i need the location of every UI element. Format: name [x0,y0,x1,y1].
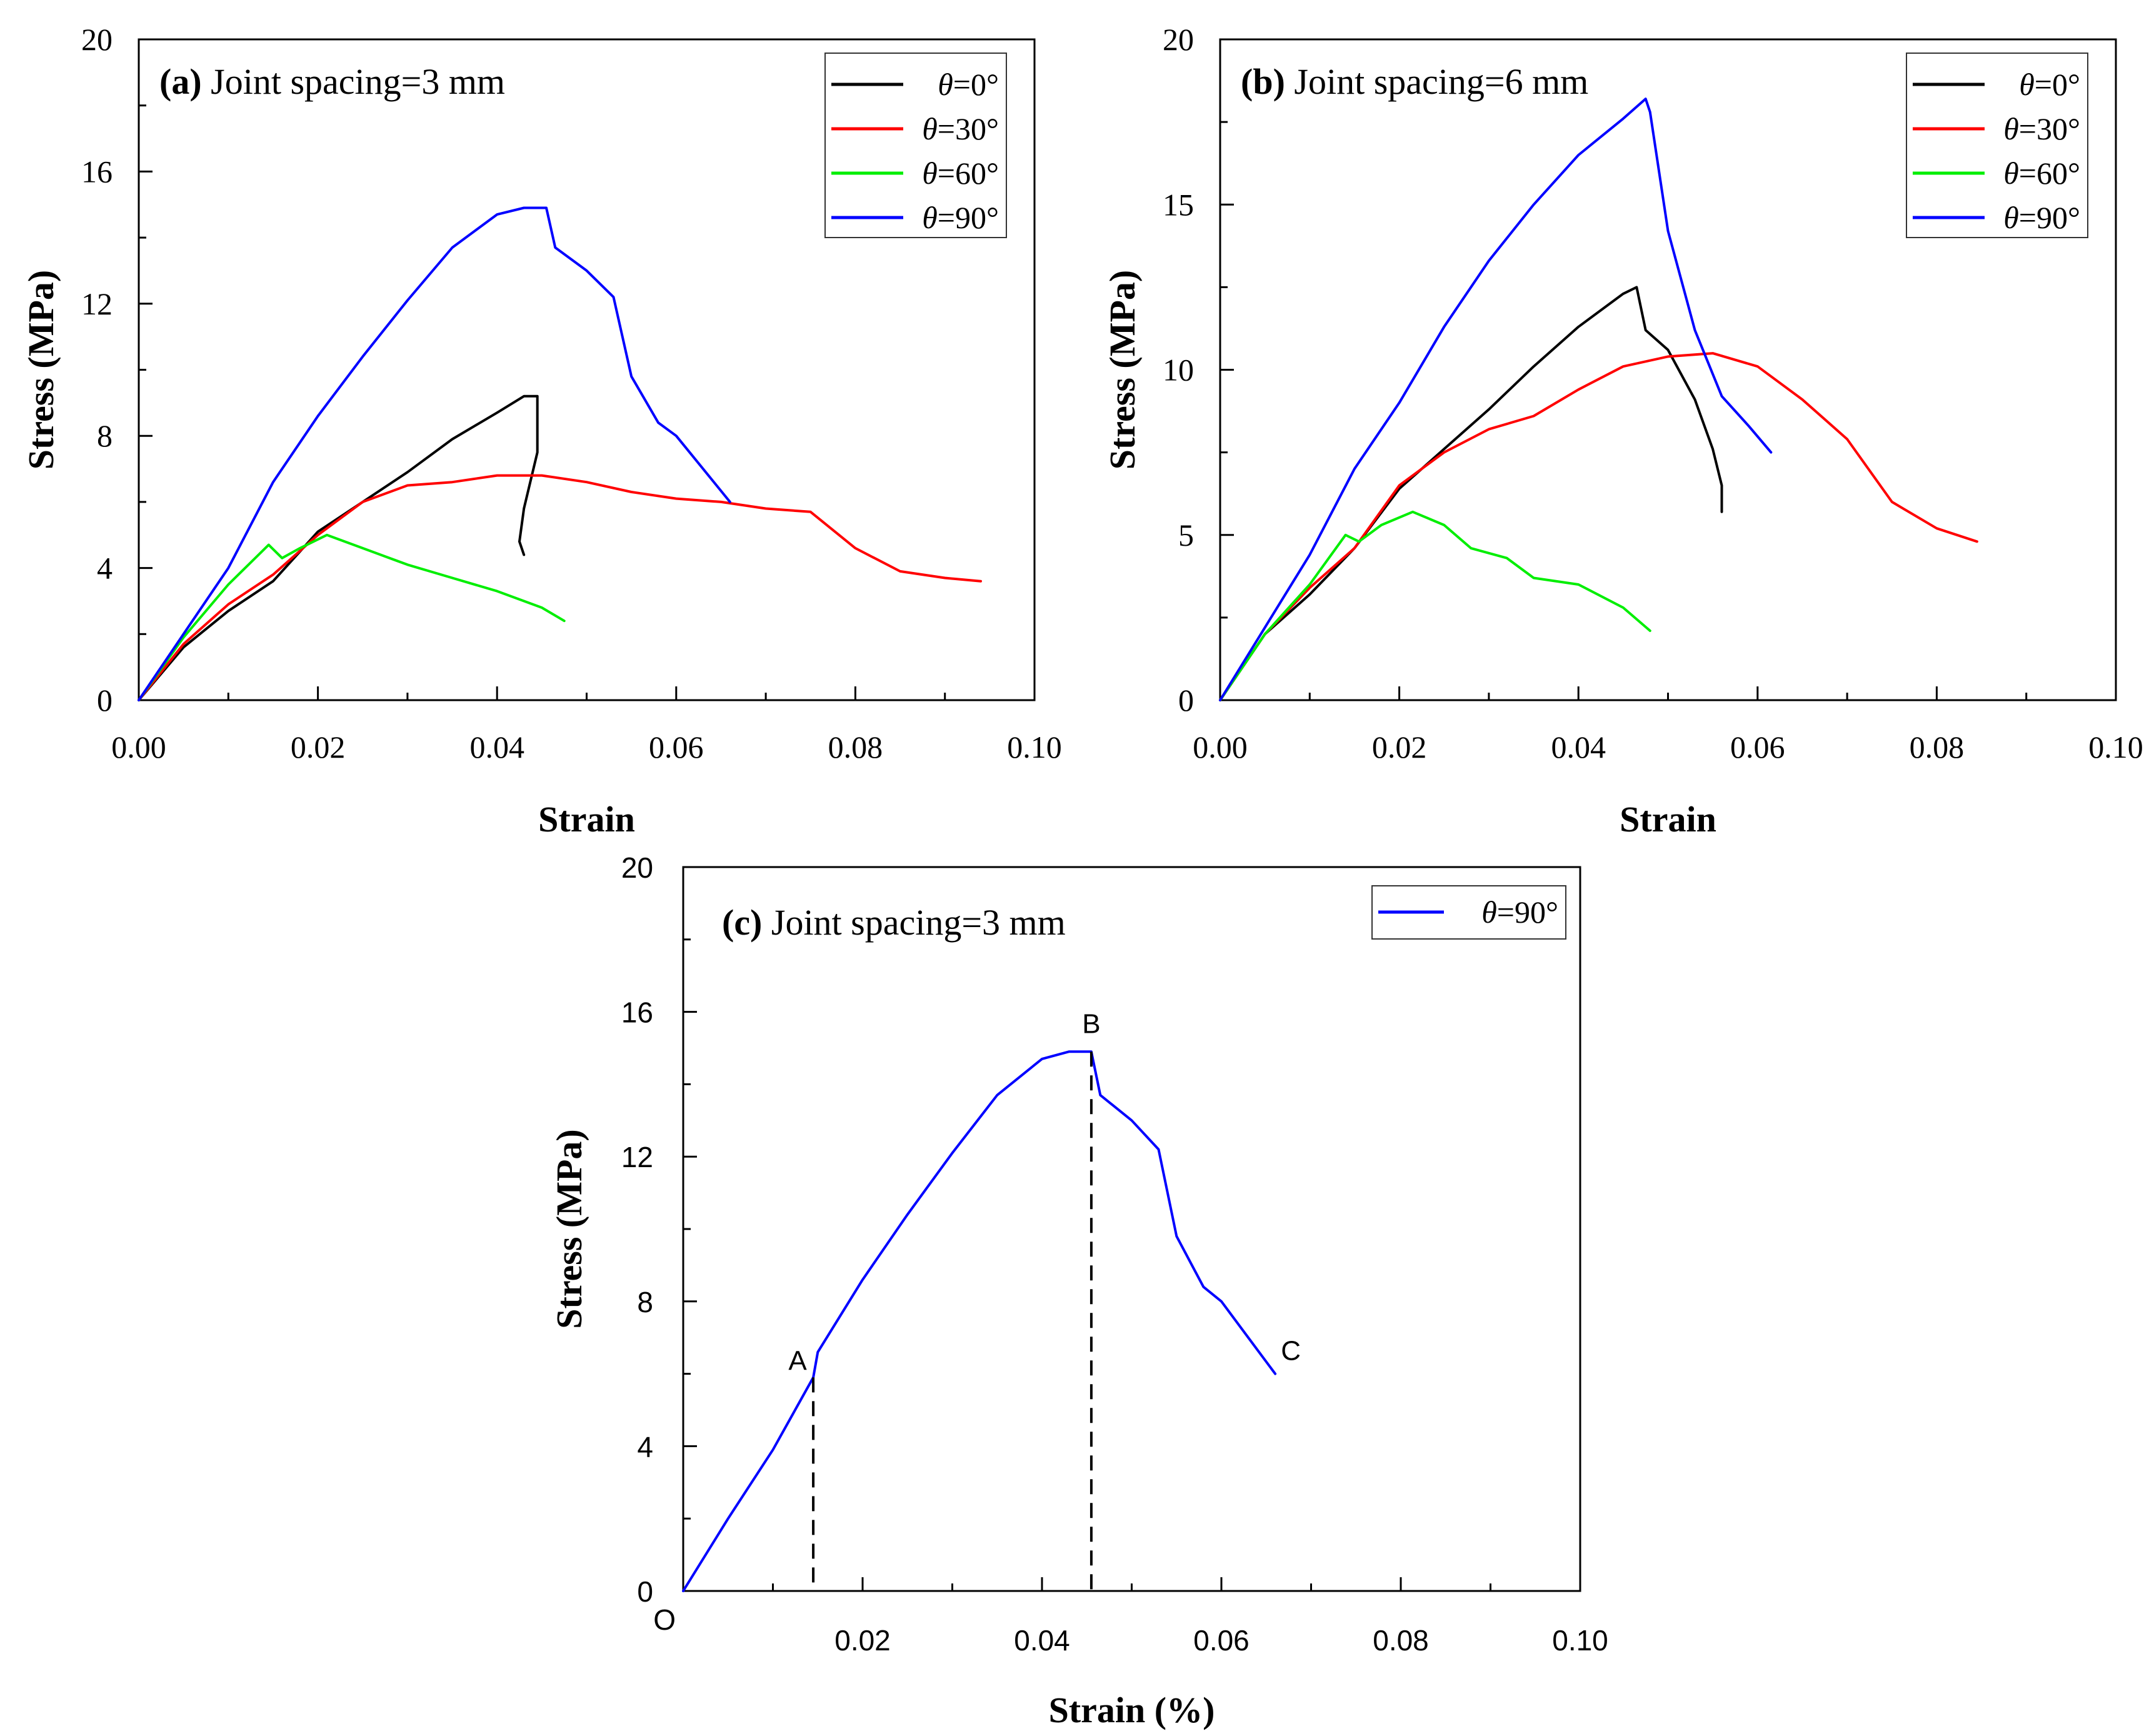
legend-value: =30° [938,111,999,146]
y-tick-label: 15 [1163,187,1194,222]
x-tick-label: 0.08 [1910,730,1965,765]
legend-label: θ=90° [1481,895,1558,930]
legend-label: θ=30° [922,111,999,146]
panel-tag: (c) [722,902,762,943]
y-tick-label: 0 [97,683,113,718]
x-tick-label: 0.04 [1014,1624,1070,1657]
legend-theta: θ [922,156,938,191]
y-tick-label: 20 [81,22,113,57]
y-tick-label: 16 [81,154,113,189]
panel-title-text: Joint spacing=3 mm [202,61,505,102]
legend-theta: θ [1481,895,1497,930]
legend-theta: θ [2003,200,2019,235]
panel-title: (b) Joint spacing=6 mm [1241,61,1588,102]
plot-frame [682,866,1581,1592]
panel-tag: (b) [1241,61,1285,102]
y-tick-label: 20 [621,851,653,884]
x-tick-label: 0.06 [649,730,704,765]
series-line-90deg [682,1050,1277,1592]
legend-value: =90° [2019,200,2080,235]
series-line-60deg [138,533,566,701]
x-tick-label: 0.00 [1193,730,1248,765]
legend-value: =0° [953,67,999,102]
y-tick-label: 10 [1163,353,1194,388]
y-tick-label: 5 [1178,518,1194,553]
legend-theta: θ [938,67,953,102]
chart-panel-b: 0.00 0.02 0.04 0.06 0.08 0.10 0 5 10 15 20 Strain St… [1102,22,2143,840]
legend-label: θ=90° [922,200,999,235]
y-tick-label: 16 [621,996,653,1029]
panel-tag: (a) [159,61,202,102]
origin-label: O [653,1603,676,1636]
legend-theta: θ [2003,111,2019,146]
legend-theta: θ [922,200,938,235]
y-tick-label: 20 [1163,22,1194,57]
series-line-30deg [1219,352,1978,701]
x-tick-label: 0.02 [291,730,346,765]
legend-theta: θ [2003,156,2019,191]
x-axis-title: Strain [1620,799,1716,840]
x-tick-label: 0.10 [2088,730,2143,765]
panel-title-text: Joint spacing=6 mm [1285,61,1588,102]
legend-value: =90° [938,200,999,235]
series-line-90deg [1219,98,1773,701]
y-tick-label: 0 [1178,683,1194,718]
panel-title: (a) Joint spacing=3 mm [159,61,505,102]
x-tick-label: 0.08 [828,730,883,765]
legend-label: θ=30° [2003,111,2080,146]
x-tick-label: 0.06 [1193,1624,1250,1657]
legend-label: θ=0° [938,67,999,102]
y-axis-title: Stress (MPa) [21,270,61,469]
legend-label: θ=0° [2019,67,2080,102]
x-axis-title: Strain (%) [1049,1690,1215,1730]
x-tick-label: 0.06 [1730,730,1785,765]
x-tick-label: 0.02 [1372,730,1427,765]
legend-value: =60° [938,156,999,191]
x-tick-label: 0.10 [1007,730,1062,765]
series-line-60deg [1219,510,1651,701]
legend-value: =60° [2019,156,2080,191]
legend-label: θ=90° [2003,200,2080,235]
x-axis-title: Strain [538,799,635,840]
y-axis-title: Stress (MPa) [1102,270,1143,469]
series-line-0deg [1219,286,1723,701]
legend-label: θ=60° [2003,156,2080,191]
y-tick-label: 4 [637,1430,653,1463]
legend-value: =90° [1497,895,1558,930]
chart-panel-a: 0.00 0.02 0.04 0.06 0.08 0.10 0 4 8 12 16 20 Strain S… [21,22,1062,840]
legend-theta: θ [2019,67,2035,102]
y-tick-label: 12 [81,286,113,321]
panel-title: (c) Joint spacing=3 mm [722,902,1066,943]
panel-title-text: Joint spacing=3 mm [762,902,1065,943]
legend-label: θ=60° [922,156,999,191]
y-tick-label: 8 [637,1286,653,1318]
y-tick-label: 12 [621,1141,653,1173]
x-tick-label: 0.10 [1552,1624,1608,1657]
series-line-0deg [138,394,539,701]
x-tick-label: 0.04 [1551,730,1606,765]
x-tick-label: 0.08 [1373,1624,1429,1657]
legend-theta: θ [922,111,938,146]
point-label-A: A [788,1345,807,1376]
legend-value: =30° [2019,111,2080,146]
y-axis-title: Stress (MPa) [549,1129,589,1328]
point-label-C: C [1281,1336,1301,1367]
y-tick-label: 0 [637,1575,653,1608]
x-tick-label: 0.02 [834,1624,891,1657]
series-line-90deg [138,206,731,701]
x-tick-label: 0.00 [111,730,166,765]
series-line-30deg [138,474,982,701]
y-tick-label: 4 [97,551,113,586]
y-tick-label: 8 [97,418,113,453]
chart-panel-c: 0.02 0.04 0.06 0.08 0.10 0 4 8 12 16 20 O Strain (%)… [549,851,1608,1730]
x-tick-label: 0.04 [469,730,524,765]
legend-value: =0° [2035,67,2080,102]
point-label-B: B [1082,1008,1100,1039]
